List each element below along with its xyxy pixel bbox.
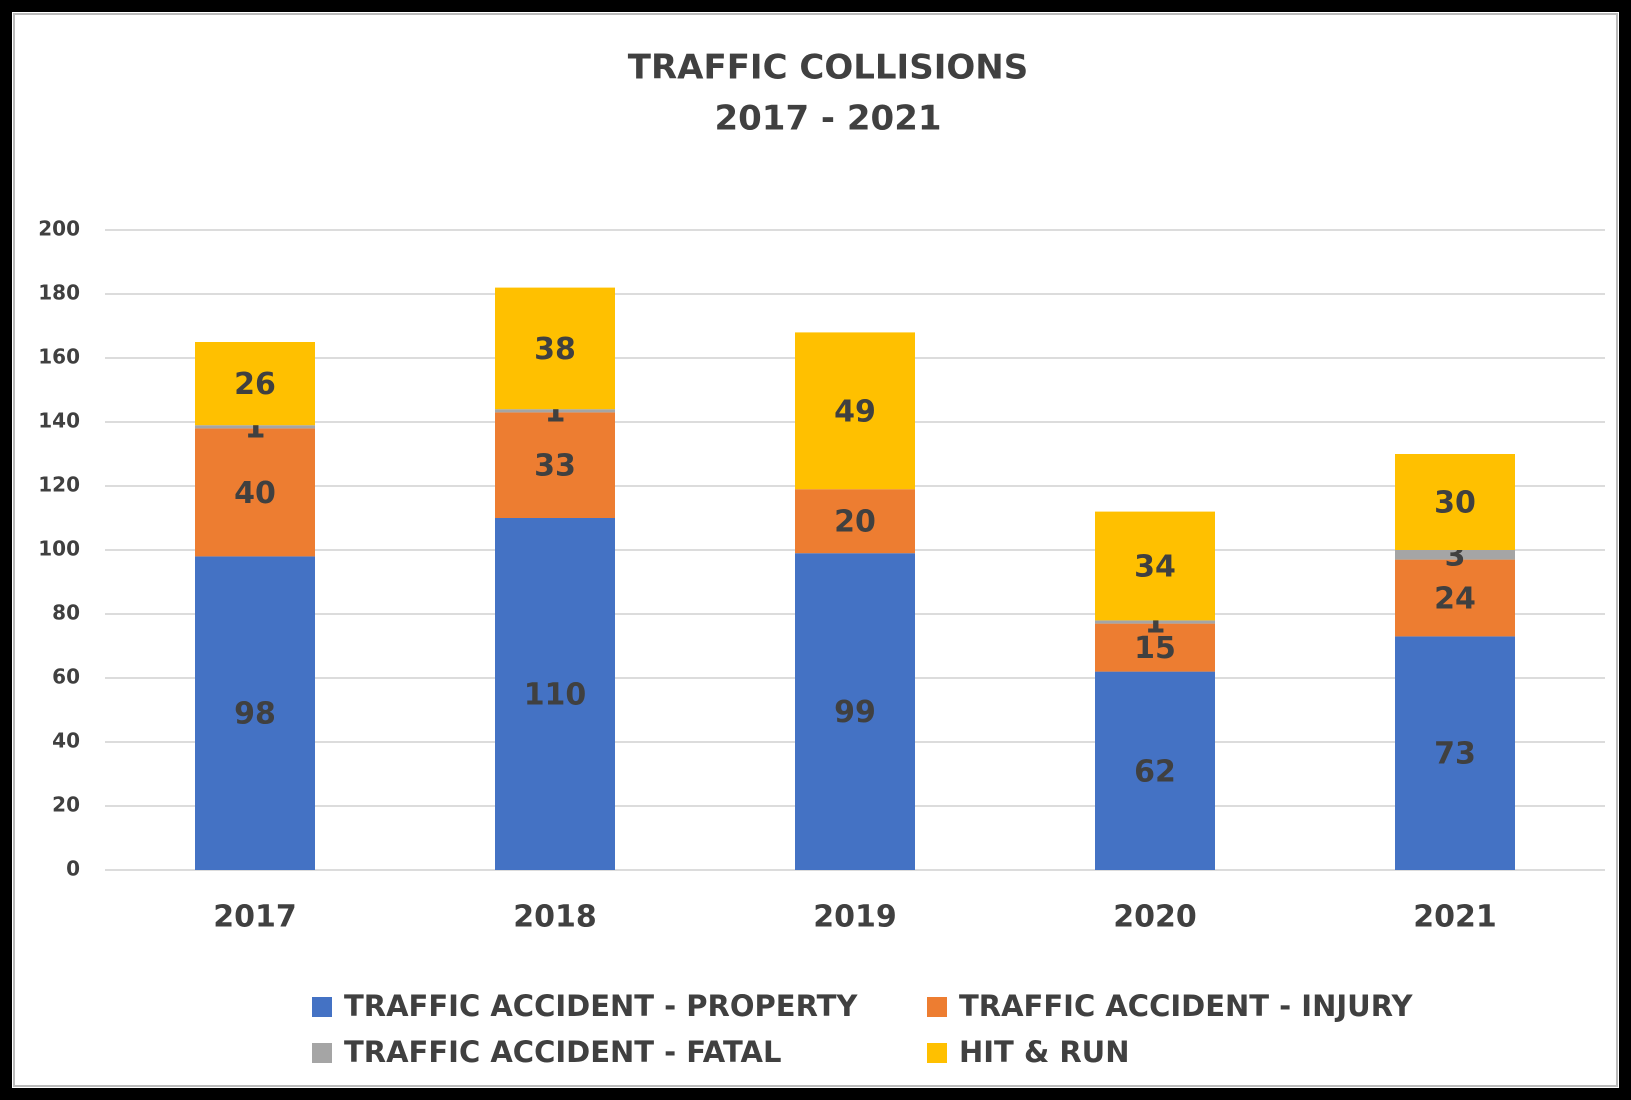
legend-swatch [927,997,947,1017]
legend-label: TRAFFIC ACCIDENT - PROPERTY [344,989,858,1023]
x-tick-label: 2017 [213,900,297,935]
data-label: 73 [1434,737,1476,772]
bar-segment [795,553,915,870]
bar-segment [195,425,315,429]
bar-segment [1095,511,1215,621]
bar-segment [1395,559,1515,637]
x-tick-label: 2020 [1113,900,1197,935]
data-label: 40 [234,476,276,511]
legend-swatch [927,1043,947,1063]
legend-label: HIT & RUN [959,1035,1129,1069]
data-label: 30 [1434,486,1476,521]
data-label: 62 [1134,754,1176,789]
inner-frame [13,13,1618,1087]
y-tick-label: 60 [52,665,80,689]
bar-segment [1095,623,1215,672]
bar-segment [1095,671,1215,870]
bar-segment [1395,636,1515,870]
y-tick-label: 100 [38,537,80,561]
bar-segment [1395,550,1515,560]
data-label: 24 [1434,582,1476,617]
bar-segment [495,412,615,518]
data-label: 20 [834,505,876,540]
y-tick-label: 20 [52,793,80,817]
bar-segment [795,332,915,490]
legend-label: TRAFFIC ACCIDENT - FATAL [344,1035,781,1069]
y-tick-label: 80 [52,601,80,625]
data-label: 33 [534,449,576,484]
data-label: 98 [234,697,276,732]
data-label: 26 [234,367,276,402]
y-tick-label: 180 [38,281,80,305]
bar-segment [195,342,315,426]
legend-swatch [312,997,332,1017]
bar-segment [1095,620,1215,624]
bar-segment [495,409,615,413]
x-tick-label: 2021 [1413,900,1497,935]
y-tick-label: 40 [52,729,80,753]
x-tick-label: 2018 [513,900,597,935]
bar-segment [1395,454,1515,550]
bar-segment [495,287,615,410]
chart-subtitle: 2017 - 2021 [714,99,941,139]
data-label: 38 [534,332,576,367]
y-tick-label: 140 [38,409,80,433]
y-tick-label: 0 [66,857,80,881]
data-label: 15 [1134,631,1176,666]
data-label: 49 [834,394,876,429]
bar-segment [195,556,315,870]
bar-segment [195,428,315,557]
y-tick-label: 120 [38,473,80,497]
bar-segment [495,518,615,870]
legend-label: TRAFFIC ACCIDENT - INJURY [959,989,1413,1023]
legend-swatch [312,1043,332,1063]
data-label: 99 [834,695,876,730]
data-label: 110 [524,678,587,713]
data-label: 34 [1134,550,1176,585]
bar-segment [795,489,915,554]
y-tick-label: 200 [38,217,80,241]
y-tick-label: 160 [38,345,80,369]
x-tick-label: 2019 [813,900,897,935]
chart-title: TRAFFIC COLLISIONS [628,48,1028,88]
